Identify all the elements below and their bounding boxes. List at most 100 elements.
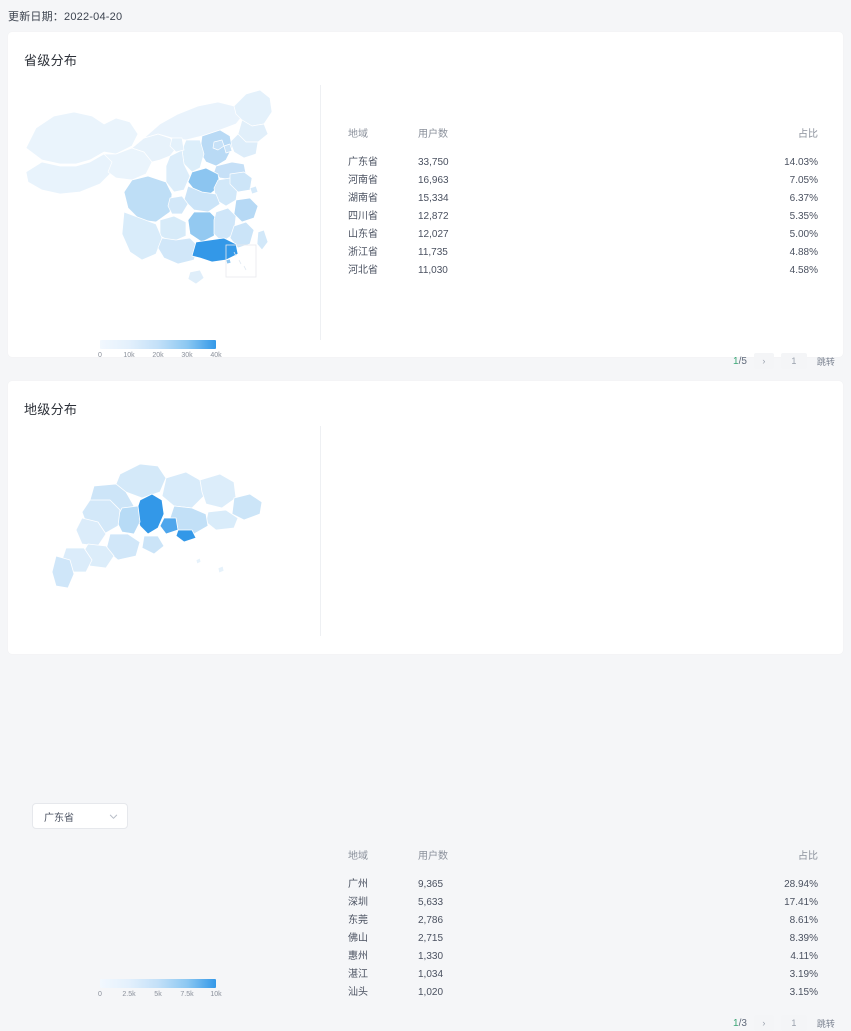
table-header-row: 地域 用户数 占比 <box>348 846 818 868</box>
cell-region: 东莞 <box>348 915 368 926</box>
province-map-legend: 0 10k 20k 30k 40k <box>98 340 222 364</box>
cell-pct: 3.19% <box>789 969 818 980</box>
table-row[interactable]: 汕头 1,020 3.15% <box>348 984 818 1002</box>
table-row[interactable]: 四川省 12,872 5.35% <box>348 208 818 226</box>
page-counter: 1/3 <box>733 1018 747 1029</box>
province-pagination: 1/5 › 1 跳转 <box>733 353 835 369</box>
legend-tick-0: 0 <box>98 991 102 998</box>
cell-region: 惠州 <box>348 951 368 962</box>
cell-count: 1,034 <box>418 969 444 980</box>
cell-count: 2,786 <box>418 915 444 926</box>
legend-gradient-bar <box>100 340 216 349</box>
top-bar: 更新日期：2022-04-20 <box>0 0 851 28</box>
cell-region: 深圳 <box>348 897 368 908</box>
cell-pct: 7.05% <box>789 175 818 186</box>
table-row[interactable]: 湛江 1,034 3.19% <box>348 966 818 984</box>
cell-pct: 3.15% <box>789 987 818 998</box>
cell-pct: 8.61% <box>789 915 818 926</box>
table-row[interactable]: 河南省 16,963 7.05% <box>348 172 818 190</box>
table-header-row: 地域 用户数 占比 <box>348 124 818 146</box>
column-header-region: 地域 <box>348 851 368 862</box>
jump-to-page-button[interactable]: 跳转 <box>816 356 835 367</box>
city-table-body: 广州 9,365 28.94% 深圳 5,633 17.41% 东莞 2,786… <box>348 876 818 1002</box>
legend-tick-4: 40k <box>210 352 222 359</box>
next-page-icon[interactable]: › <box>753 1015 774 1031</box>
cell-pct: 4.11% <box>790 951 818 962</box>
city-pagination: 1/3 › 1 跳转 <box>733 1015 835 1031</box>
cell-count: 1,330 <box>418 951 444 962</box>
cell-region: 山东省 <box>348 229 378 240</box>
legend-tick-2: 20k <box>152 352 164 359</box>
cell-pct: 4.88% <box>789 247 818 258</box>
legend-tick-3: 30k <box>181 352 193 359</box>
cell-count: 11,735 <box>418 247 448 258</box>
column-header-region: 地域 <box>348 129 368 140</box>
south-china-sea-inset <box>225 244 257 278</box>
city-card-title: 地级分布 <box>24 402 78 417</box>
column-header-count: 用户数 <box>418 129 448 140</box>
province-select[interactable]: 广东省 <box>32 803 128 829</box>
column-header-pct: 占比 <box>798 129 818 140</box>
cell-pct: 4.58% <box>789 265 818 276</box>
cell-count: 9,365 <box>418 879 444 890</box>
table-row[interactable]: 湖南省 15,334 6.37% <box>348 190 818 208</box>
page-number-input[interactable]: 1 <box>780 353 807 369</box>
cell-region: 广东省 <box>348 157 378 168</box>
legend-tick-1: 2.5k <box>122 991 136 998</box>
cell-region: 河北省 <box>348 265 378 276</box>
next-page-icon[interactable]: › <box>753 353 774 369</box>
table-row[interactable]: 广东省 33,750 14.03% <box>348 154 818 172</box>
province-table: 地域 用户数 占比 广东省 33,750 14.03% 河南省 16,963 7… <box>348 124 818 280</box>
cell-pct: 17.41% <box>784 897 818 908</box>
page-counter-separator: / <box>738 355 742 367</box>
city-distribution-card: 地级分布 广东省 <box>8 381 843 1031</box>
province-select-value: 广东省 <box>44 812 74 824</box>
page-counter-total: 5 <box>741 355 747 367</box>
table-row[interactable]: 惠州 1,330 4.11% <box>348 948 818 966</box>
cell-pct: 8.39% <box>789 933 818 944</box>
province-distribution-card: 省级分布 <box>8 32 843 369</box>
cell-pct: 5.00% <box>789 229 818 240</box>
table-row[interactable]: 浙江省 11,735 4.88% <box>348 244 818 262</box>
legend-tick-1: 10k <box>123 352 135 359</box>
legend-gradient-bar <box>100 979 216 988</box>
city-table-header: 地域 用户数 占比 <box>348 846 818 868</box>
table-row[interactable]: 佛山 2,715 8.39% <box>348 930 818 948</box>
cell-count: 16,963 <box>418 175 449 186</box>
legend-tick-2: 5k <box>154 991 162 998</box>
china-province-map[interactable] <box>20 80 310 295</box>
page-number-input[interactable]: 1 <box>780 1015 807 1031</box>
guangdong-city-map[interactable] <box>48 456 288 596</box>
jump-to-page-button[interactable]: 跳转 <box>816 1018 835 1029</box>
table-row[interactable]: 河北省 11,030 4.58% <box>348 262 818 280</box>
table-row[interactable]: 东莞 2,786 8.61% <box>348 912 818 930</box>
city-card-divider <box>320 426 321 636</box>
cell-count: 33,750 <box>418 157 449 168</box>
legend-tick-3: 7.5k <box>180 991 194 998</box>
page-counter-total: 3 <box>741 1017 747 1029</box>
update-date-label: 更新日期：2022-04-20 <box>8 11 123 23</box>
cell-count: 5,633 <box>418 897 444 908</box>
cell-count: 1,020 <box>418 987 444 998</box>
cell-pct: 5.35% <box>789 211 818 222</box>
page-counter: 1/5 <box>733 356 747 367</box>
cell-region: 河南省 <box>348 175 378 186</box>
table-row[interactable]: 山东省 12,027 5.00% <box>348 226 818 244</box>
cell-region: 湛江 <box>348 969 368 980</box>
table-row[interactable]: 广州 9,365 28.94% <box>348 876 818 894</box>
cell-region: 湖南省 <box>348 193 378 204</box>
cell-region: 广州 <box>348 879 368 890</box>
cell-region: 佛山 <box>348 933 368 944</box>
legend-tick-labels: 0 2.5k 5k 7.5k 10k <box>98 991 222 1003</box>
legend-tick-0: 0 <box>98 352 102 359</box>
province-table-header: 地域 用户数 占比 <box>348 124 818 146</box>
cell-count: 11,030 <box>418 265 448 276</box>
city-map-legend: 0 2.5k 5k 7.5k 10k <box>98 979 222 1003</box>
table-row[interactable]: 深圳 5,633 17.41% <box>348 894 818 912</box>
page-counter-current: 1 <box>733 355 739 367</box>
province-table-body: 广东省 33,750 14.03% 河南省 16,963 7.05% 湖南省 1… <box>348 154 818 280</box>
city-table: 地域 用户数 占比 广州 9,365 28.94% 深圳 5,633 17.41… <box>348 846 818 1002</box>
cell-count: 12,872 <box>418 211 449 222</box>
cell-region: 汕头 <box>348 987 368 998</box>
